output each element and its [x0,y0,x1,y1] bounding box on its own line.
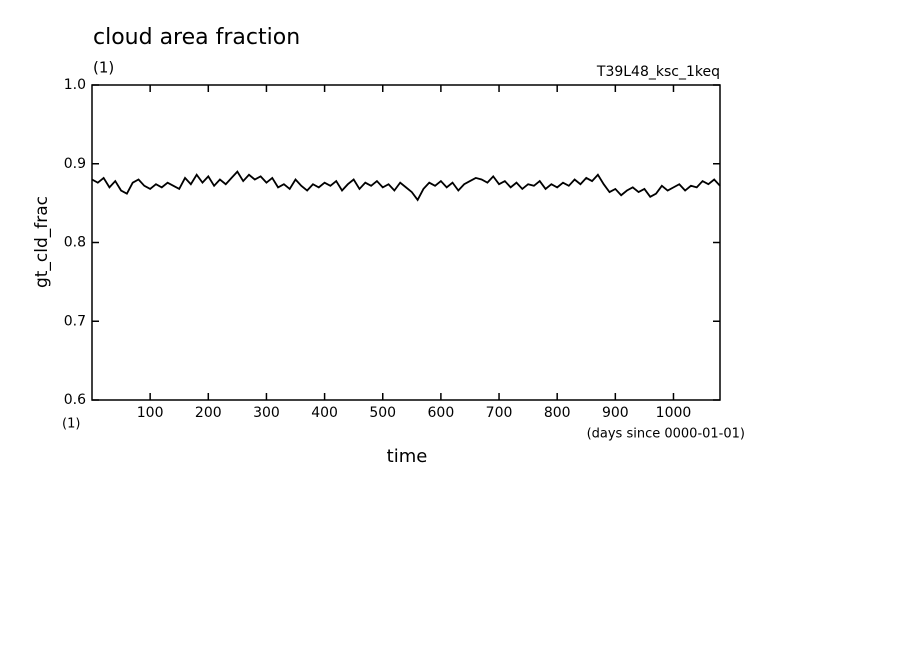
data-line [91,170,721,202]
y-tick-label: 0.6 [64,392,86,408]
x-tick-label: 300 [253,405,280,421]
x-tick-label: 200 [195,405,222,421]
chart-title: cloud area fraction [93,25,300,50]
y-tick-label: 0.9 [64,156,86,172]
y-tick-label: 0.8 [64,235,86,251]
x-tick-label: 400 [311,405,338,421]
x-tick-label: 1000 [656,405,692,421]
y-axis-label: gt_cld_frac [32,196,52,288]
x-tick-label: 600 [428,405,455,421]
unit-label: (1) [93,59,114,77]
y-tick-label: 1.0 [64,77,86,93]
y-tick-label: 0.7 [64,313,86,329]
x-tick-label: 800 [544,405,571,421]
x-axis-label: time [387,446,428,467]
x-tick-label: 700 [486,405,513,421]
x-tick-label: 900 [602,405,629,421]
x-tick-label: 100 [137,405,164,421]
subtitle: T39L48_ksc_1keq [596,64,720,80]
x-units: (days since 0000-01-01) [587,427,745,442]
plot-frame [91,84,721,401]
x-unit-label: (1) [62,417,80,432]
x-tick-label: 500 [369,405,396,421]
